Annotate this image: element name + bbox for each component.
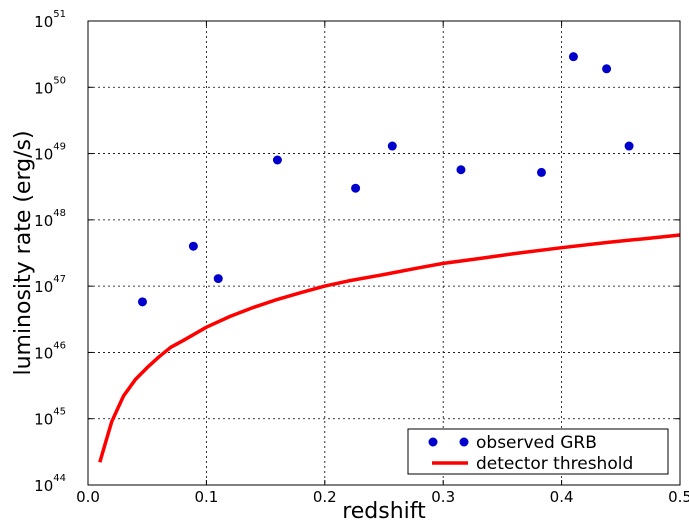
data-point <box>387 141 397 151</box>
y-tick-label: 1048 <box>34 208 66 230</box>
y-tick-label: 1046 <box>34 340 66 362</box>
data-point <box>536 167 546 177</box>
data-point <box>456 165 466 175</box>
x-tick-label: 0.0 <box>76 488 100 506</box>
x-tick-label: 0.5 <box>668 488 689 506</box>
data-point <box>624 141 634 151</box>
data-point <box>188 241 198 251</box>
legend-box <box>407 428 669 475</box>
data-point <box>137 297 147 307</box>
y-axis-label: luminosity rate (erg/s) <box>11 130 36 375</box>
x-tick-label: 0.2 <box>313 488 337 506</box>
grid <box>88 21 680 485</box>
x-tick-label: 0.4 <box>550 488 574 506</box>
x-tick-label: 0.3 <box>431 488 455 506</box>
y-tick-label: 1051 <box>34 9 66 31</box>
x-axis-label: redshift <box>342 499 426 524</box>
data-point <box>568 52 578 62</box>
series-layer <box>98 52 681 463</box>
y-tick-label: 1049 <box>34 142 66 164</box>
legend-label: observed GRB <box>476 433 597 453</box>
x-tick-label: 0.1 <box>194 488 218 506</box>
y-tick-label: 1047 <box>34 274 66 296</box>
legend-marker <box>459 437 469 447</box>
y-tick-label: 1044 <box>34 473 66 495</box>
data-point <box>272 155 282 165</box>
threshold-line <box>98 233 681 463</box>
legend-marker <box>428 437 438 447</box>
data-point <box>213 274 223 284</box>
data-point <box>351 183 361 193</box>
plot-frame <box>87 20 681 486</box>
y-tick-label: 1045 <box>34 407 66 429</box>
y-tick-label: 1050 <box>34 75 66 97</box>
legend-label: detector threshold <box>476 454 633 474</box>
ticks: 0.0 0.1 0.2 0.3 0.4 0.5 1044 1045 1046 1047 1048 10… <box>34 9 689 506</box>
data-point <box>602 64 612 74</box>
